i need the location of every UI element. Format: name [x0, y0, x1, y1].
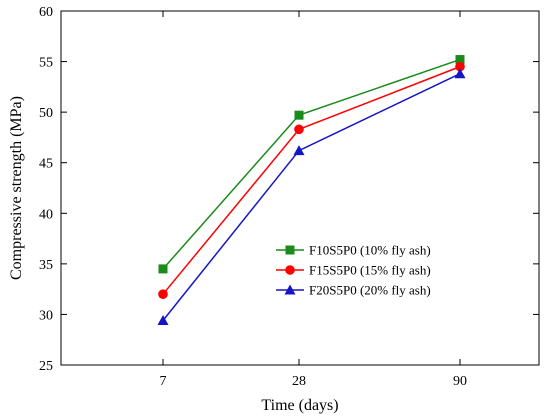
y-tick-label: 45 [39, 157, 53, 172]
legend-item: F10S5P0 (10% fly ash) [276, 243, 431, 258]
legend: F10S5P0 (10% fly ash) F15S5P0 (15% fly as… [276, 243, 431, 298]
data-point [294, 124, 304, 135]
data-point [455, 61, 465, 72]
data-point [454, 68, 466, 79]
data-point [455, 55, 465, 65]
legend-marker [284, 284, 296, 295]
legend-item: F15S5P0 (15% fly ash) [276, 263, 431, 278]
legend-item: F20S5P0 (20% fly ash) [276, 283, 431, 298]
x-tick-label: 28 [292, 374, 306, 389]
y-tick-label: 40 [39, 207, 53, 222]
series-1 [158, 55, 465, 274]
data-point [293, 145, 305, 156]
series-layer [157, 55, 466, 325]
plot-frame [60, 10, 540, 366]
legend-marker [285, 265, 295, 275]
y-tick-label: 35 [39, 258, 53, 273]
data-point [158, 264, 168, 274]
y-tick-label: 60 [39, 5, 53, 20]
x-tick-label: 90 [453, 374, 467, 389]
y-tick-label: 50 [39, 106, 53, 121]
data-point [158, 289, 168, 300]
x-tick-label: 7 [160, 374, 167, 389]
data-point [294, 110, 304, 120]
y-axis: 25 30 35 40 45 50 55 60 [39, 5, 539, 374]
legend-label: F10S5P0 (10% fly ash) [309, 243, 431, 258]
legend-marker [285, 245, 295, 255]
y-tick-label: 30 [39, 308, 53, 323]
series-line [162, 58, 461, 270]
y-tick-label: 55 [39, 56, 53, 71]
series-line [162, 65, 461, 295]
x-axis-label: Time (days) [261, 397, 338, 414]
legend-label: F15S5P0 (15% fly ash) [309, 263, 431, 278]
y-tick-label: 25 [39, 359, 53, 374]
x-axis: 7 28 90 [160, 11, 467, 389]
y-axis-label: Compressive strength (MPa) [8, 96, 25, 280]
series-2 [158, 61, 465, 300]
data-point [157, 314, 169, 325]
legend-label: F20S5P0 (20% fly ash) [309, 283, 431, 298]
series-3 [157, 68, 466, 325]
